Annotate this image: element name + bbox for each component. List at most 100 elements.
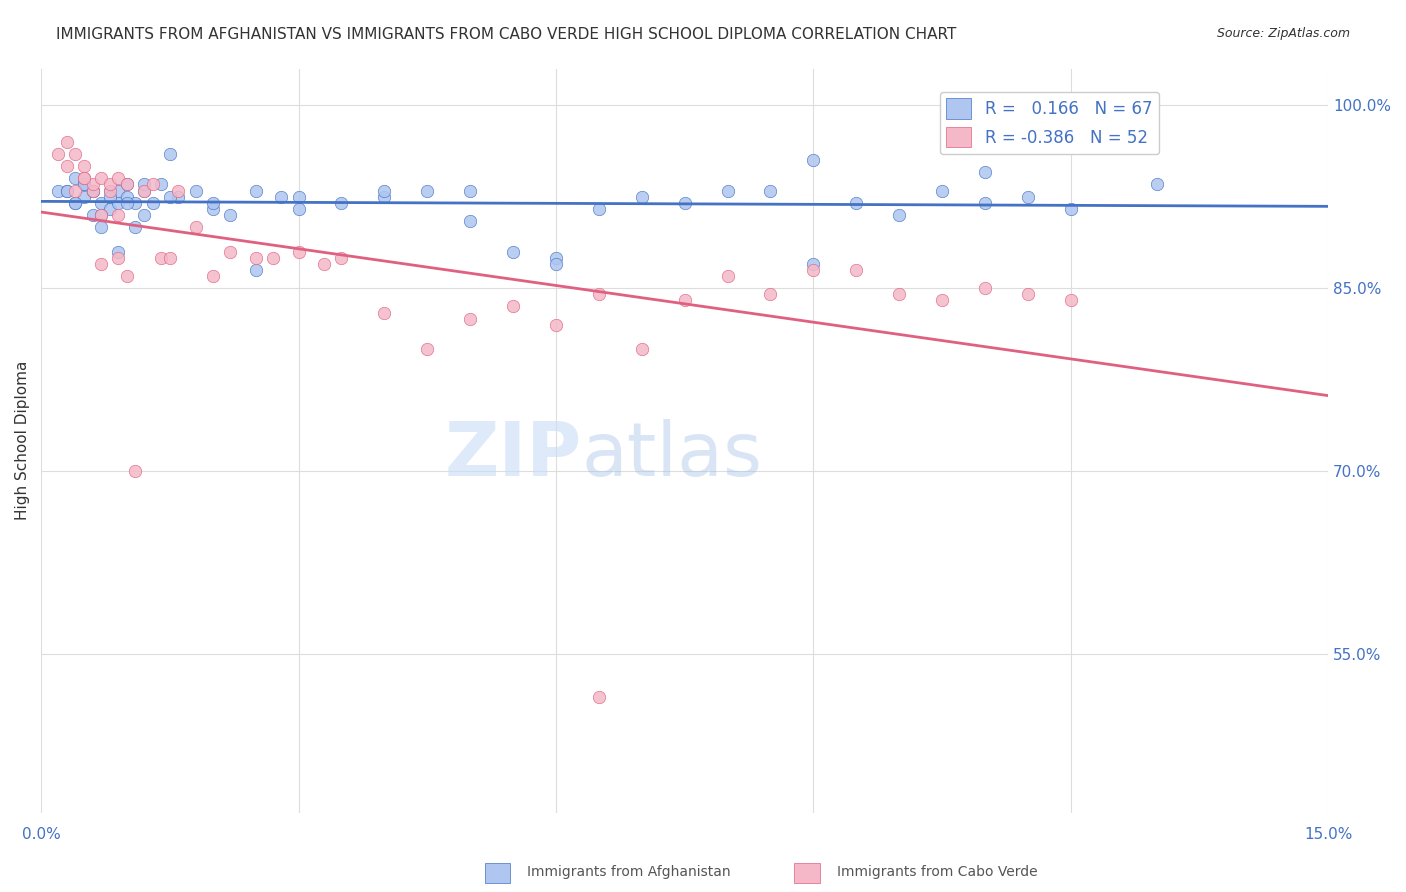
Point [90, 220, 112, 235]
Text: 0.0%: 0.0% [21, 828, 60, 842]
Point [1017, 287, 1039, 301]
Point [82, 178, 104, 192]
Point [330, 251, 353, 265]
Point [107, 195, 129, 210]
Point [167, 184, 190, 198]
Point [201, 195, 224, 210]
Point [931, 293, 953, 308]
Point [218, 208, 240, 222]
Point [90, 257, 112, 271]
Point [845, 195, 868, 210]
Point [588, 202, 610, 216]
Point [314, 257, 336, 271]
Point [124, 464, 146, 478]
Point [262, 251, 284, 265]
Point [124, 195, 146, 210]
Point [588, 690, 610, 704]
Point [630, 189, 652, 203]
Point [458, 311, 481, 326]
Point [73, 171, 96, 186]
Point [887, 287, 910, 301]
Point [46, 184, 69, 198]
Point [167, 189, 190, 203]
Point [56, 184, 79, 198]
Point [974, 195, 997, 210]
Point [544, 318, 567, 332]
Point [502, 300, 524, 314]
Point [218, 244, 240, 259]
Point [65, 147, 87, 161]
Text: Immigrants from Cabo Verde: Immigrants from Cabo Verde [837, 865, 1038, 880]
Point [82, 208, 104, 222]
Point [588, 287, 610, 301]
Point [150, 178, 173, 192]
Point [544, 251, 567, 265]
Point [132, 184, 155, 198]
Point [46, 147, 69, 161]
Point [56, 135, 79, 149]
FancyBboxPatch shape [485, 863, 510, 883]
Point [287, 202, 309, 216]
Point [98, 178, 121, 192]
Point [82, 184, 104, 198]
Point [184, 184, 207, 198]
Point [150, 251, 173, 265]
Text: Source: ZipAtlas.com: Source: ZipAtlas.com [1216, 27, 1350, 40]
Point [270, 189, 292, 203]
Point [416, 342, 439, 356]
Point [931, 184, 953, 198]
Point [245, 263, 267, 277]
Point [82, 184, 104, 198]
Text: Immigrants from Afghanistan: Immigrants from Afghanistan [527, 865, 731, 880]
Point [73, 159, 96, 173]
Point [1146, 178, 1168, 192]
Text: ZIP: ZIP [444, 419, 582, 492]
Point [974, 281, 997, 295]
Point [759, 287, 782, 301]
FancyBboxPatch shape [794, 863, 820, 883]
Legend: R =   0.166   N = 67, R = -0.386   N = 52: R = 0.166 N = 67, R = -0.386 N = 52 [939, 92, 1159, 154]
Point [159, 147, 181, 161]
Point [759, 184, 782, 198]
Point [98, 189, 121, 203]
Point [142, 178, 165, 192]
Point [107, 208, 129, 222]
Point [1060, 293, 1083, 308]
Point [245, 184, 267, 198]
Point [845, 263, 868, 277]
Point [373, 189, 395, 203]
Point [142, 195, 165, 210]
Text: atlas: atlas [582, 419, 762, 492]
Point [801, 153, 824, 167]
Point [115, 178, 138, 192]
Point [90, 208, 112, 222]
Point [65, 184, 87, 198]
Point [373, 305, 395, 319]
Point [56, 184, 79, 198]
Point [98, 184, 121, 198]
Point [90, 171, 112, 186]
Point [115, 268, 138, 283]
Point [630, 342, 652, 356]
Point [673, 195, 696, 210]
Point [245, 251, 267, 265]
Point [201, 268, 224, 283]
Point [373, 184, 395, 198]
Point [107, 171, 129, 186]
Point [132, 178, 155, 192]
Point [132, 184, 155, 198]
Point [107, 184, 129, 198]
Point [502, 244, 524, 259]
Point [458, 184, 481, 198]
Point [90, 208, 112, 222]
Point [65, 195, 87, 210]
Point [73, 178, 96, 192]
Point [287, 244, 309, 259]
Point [98, 184, 121, 198]
Point [73, 189, 96, 203]
Point [98, 202, 121, 216]
Text: 15.0%: 15.0% [1303, 828, 1353, 842]
Point [132, 208, 155, 222]
Point [716, 184, 738, 198]
Point [115, 178, 138, 192]
